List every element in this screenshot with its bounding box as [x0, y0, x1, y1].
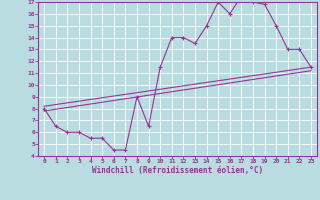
X-axis label: Windchill (Refroidissement éolien,°C): Windchill (Refroidissement éolien,°C) [92, 166, 263, 175]
